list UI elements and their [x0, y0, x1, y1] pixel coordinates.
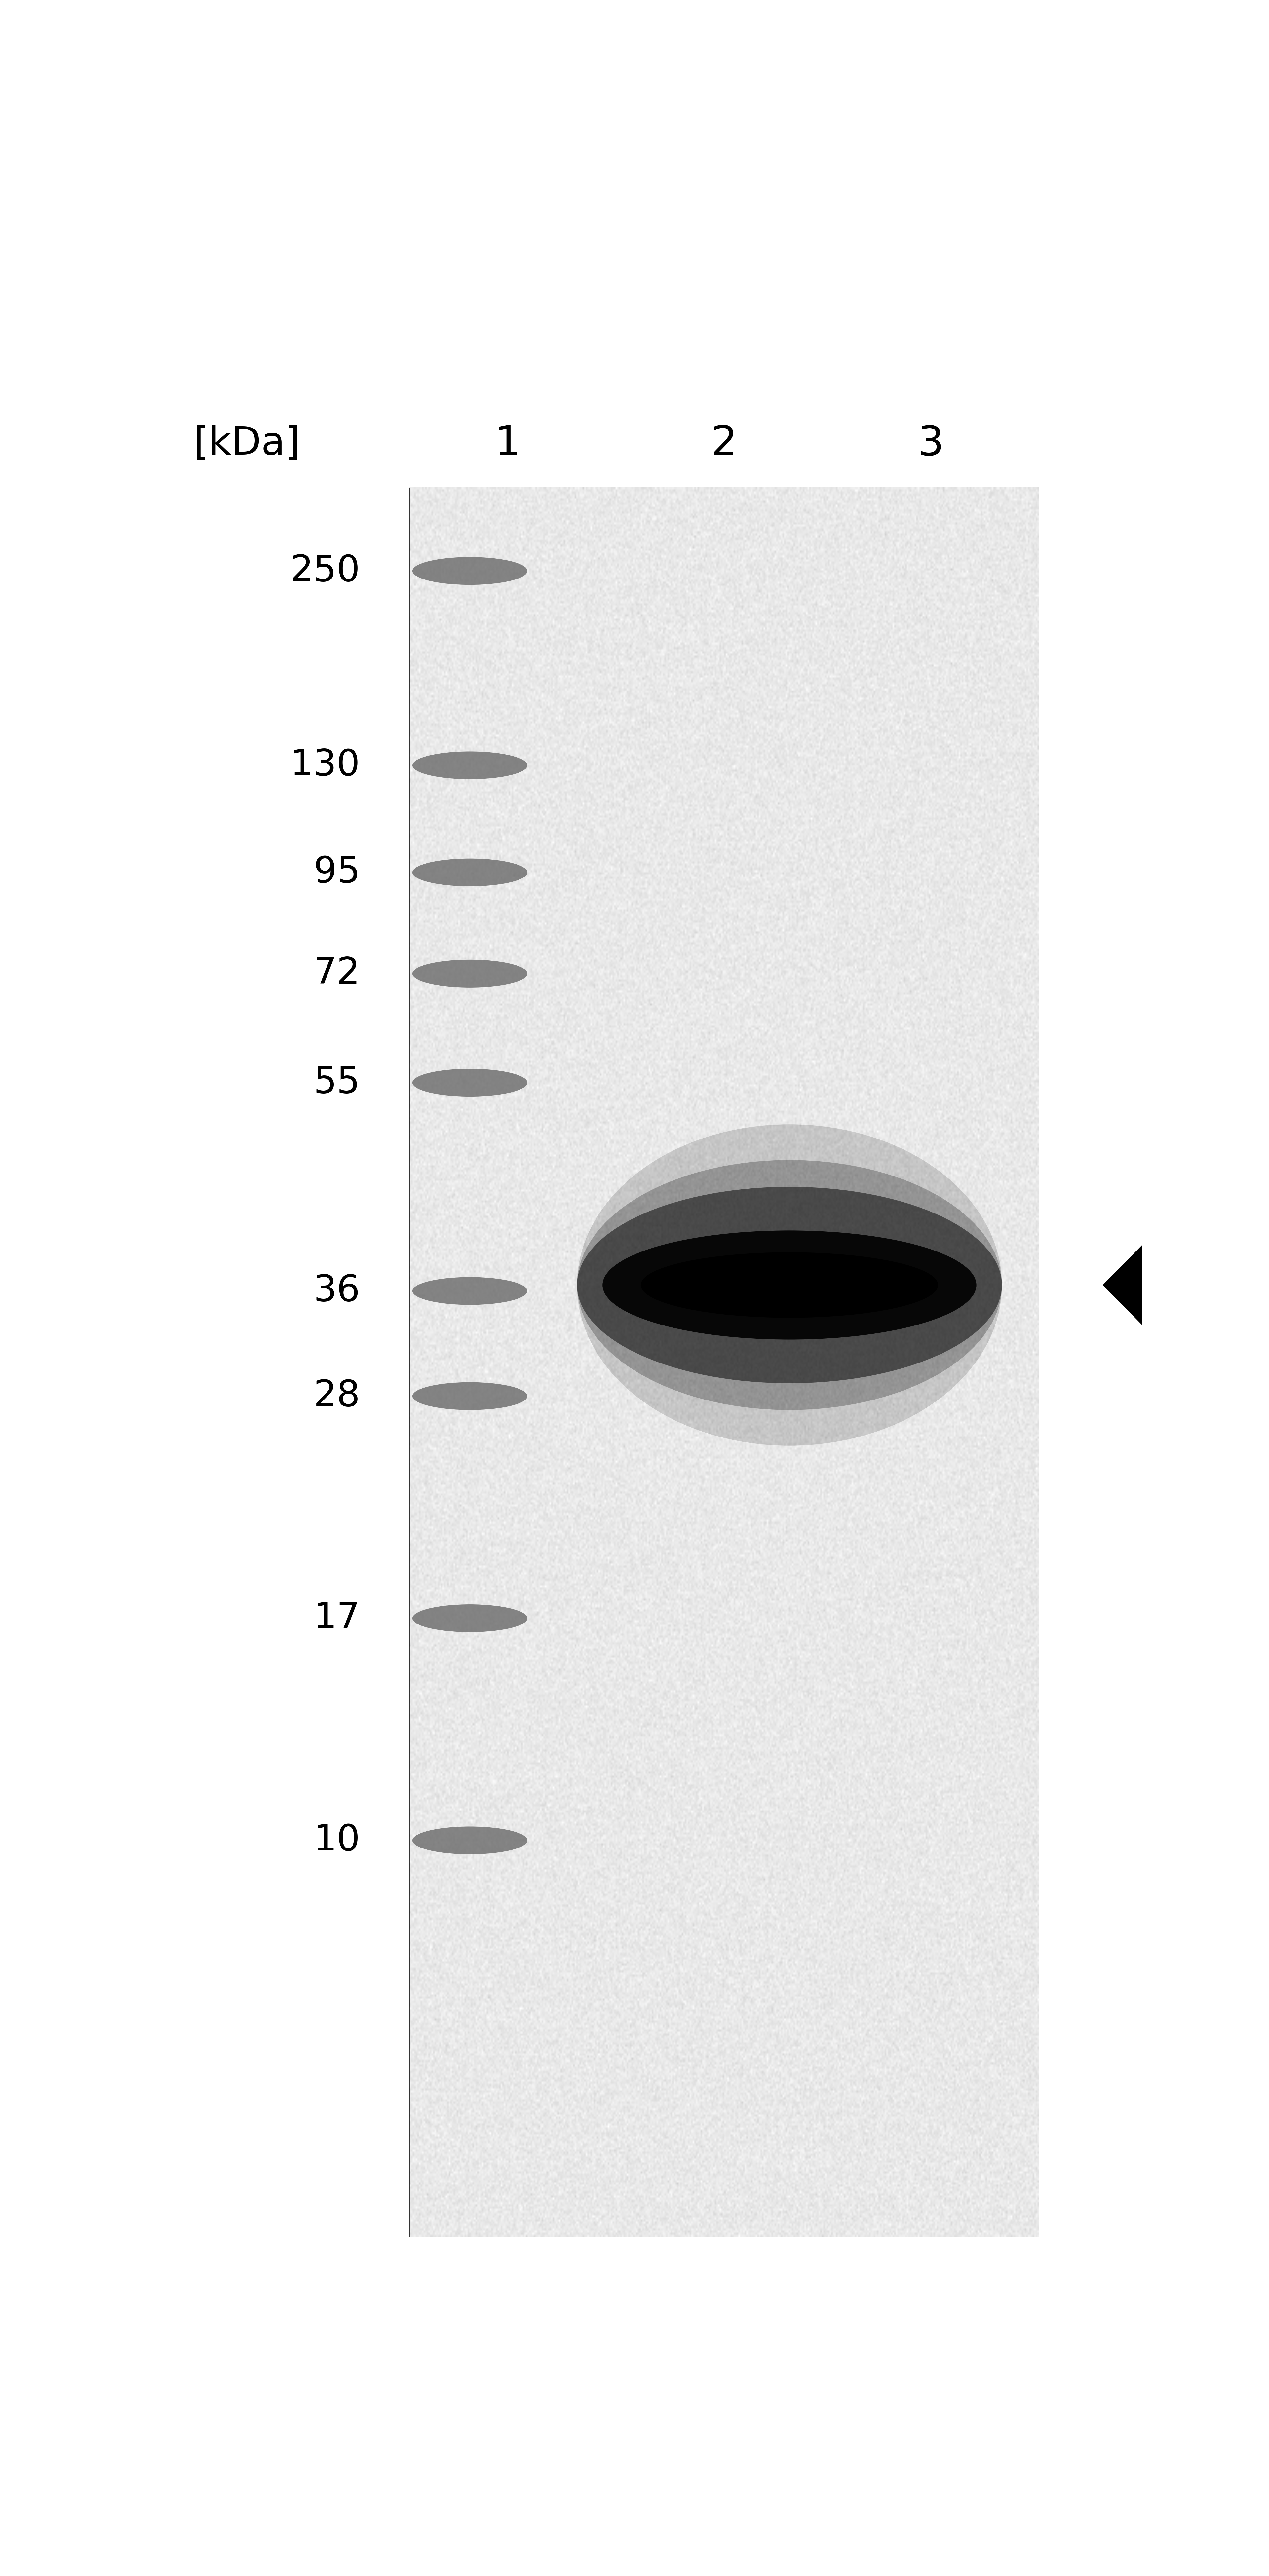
- Text: 250: 250: [291, 554, 360, 590]
- Text: 17: 17: [313, 1600, 360, 1636]
- Ellipse shape: [412, 1826, 528, 1855]
- Text: 1: 1: [495, 425, 520, 464]
- Ellipse shape: [412, 961, 528, 987]
- Ellipse shape: [603, 1231, 976, 1340]
- Text: [kDa]: [kDa]: [194, 425, 301, 464]
- Text: 3: 3: [917, 425, 944, 464]
- Ellipse shape: [412, 1069, 528, 1097]
- Ellipse shape: [412, 1383, 528, 1409]
- Text: 72: 72: [313, 956, 360, 992]
- Text: 10: 10: [313, 1824, 360, 1857]
- Text: 36: 36: [313, 1273, 360, 1309]
- Ellipse shape: [577, 1123, 1003, 1445]
- Ellipse shape: [577, 1159, 1003, 1409]
- Ellipse shape: [412, 1278, 528, 1306]
- Ellipse shape: [412, 752, 528, 778]
- Text: 2: 2: [711, 425, 737, 464]
- Text: 55: 55: [313, 1064, 360, 1100]
- Ellipse shape: [412, 556, 528, 585]
- Ellipse shape: [412, 858, 528, 886]
- Text: 95: 95: [313, 855, 360, 891]
- Ellipse shape: [641, 1252, 938, 1319]
- Ellipse shape: [577, 1188, 1003, 1383]
- Text: 28: 28: [313, 1378, 360, 1414]
- Polygon shape: [1103, 1226, 1162, 1345]
- Text: 130: 130: [291, 747, 360, 783]
- Ellipse shape: [412, 1605, 528, 1633]
- Bar: [410, 487, 1039, 2236]
